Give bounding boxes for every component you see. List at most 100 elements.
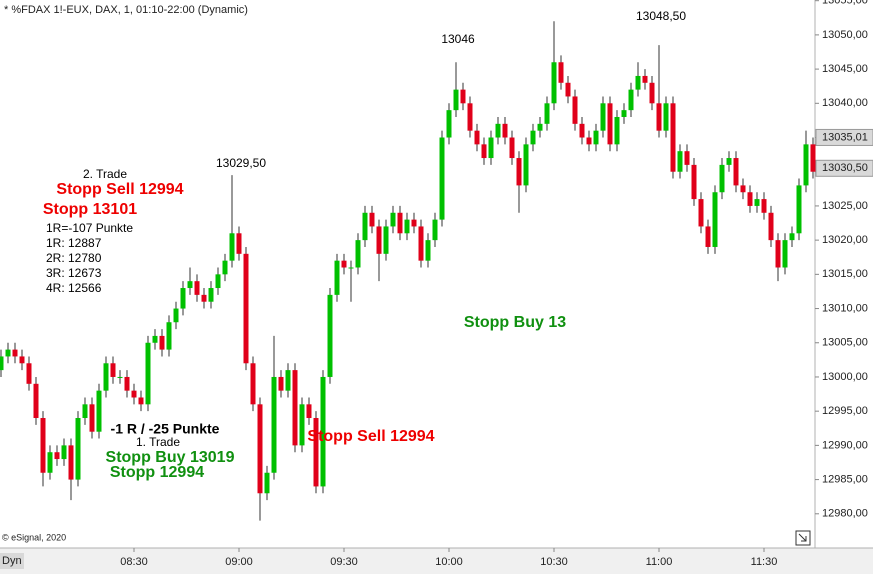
candle-body [166, 322, 172, 350]
candle-body [509, 137, 515, 159]
y-tick-label: 13040,00 [822, 97, 868, 109]
candle-body [208, 288, 214, 302]
candle-body [243, 253, 249, 364]
candle-body [530, 130, 536, 145]
annotation: 13048,50 [636, 9, 686, 23]
candle-body [75, 418, 81, 480]
candle-body [719, 164, 725, 193]
candle-body [432, 219, 438, 241]
annotation: Stopp 12994 [110, 464, 204, 481]
y-tick-label: 12980,00 [822, 508, 868, 520]
candle-body [229, 233, 235, 261]
candle-body [103, 363, 109, 391]
candle-body [306, 404, 312, 419]
candle-body [376, 226, 382, 254]
candle-body [257, 404, 263, 494]
candle-body [180, 288, 186, 309]
candle-body [82, 404, 88, 419]
candle-body [5, 349, 11, 357]
candle-body [579, 123, 585, 138]
candle-body [495, 123, 501, 138]
candle-body [712, 192, 718, 247]
y-tick-label: 13020,00 [822, 234, 868, 246]
candle-body [677, 151, 683, 172]
candle-body [320, 376, 326, 487]
x-tick-label: 09:30 [330, 556, 358, 568]
candle-body [460, 89, 466, 104]
y-tick-label: 12995,00 [822, 405, 868, 417]
x-tick-label: 10:00 [435, 556, 463, 568]
candle-body [390, 212, 396, 227]
y-tick-label: 13050,00 [822, 29, 868, 41]
mode-button[interactable] [0, 553, 24, 569]
y-tick-label: 13015,00 [822, 268, 868, 280]
candle-body [152, 335, 158, 343]
candle-body [733, 158, 739, 186]
candle-body [418, 226, 424, 261]
y-tick-label: 13025,00 [822, 200, 868, 212]
annotation: 4R: 12566 [46, 281, 102, 295]
candle-body [796, 185, 802, 234]
candle-body [810, 144, 816, 172]
annotation: 3R: 12673 [46, 266, 102, 280]
candle-body [607, 103, 613, 145]
candle-body [285, 370, 291, 391]
candle-body [726, 158, 732, 165]
candle-body [474, 130, 480, 145]
x-tick-label: 09:00 [225, 556, 253, 568]
annotation: -1 R / -25 Punkte [111, 421, 220, 437]
candle-body [586, 137, 592, 145]
annotation: 13029,50 [216, 156, 266, 170]
candle-body [89, 404, 95, 432]
candle-body [131, 390, 137, 398]
scroll-arrow [798, 533, 807, 542]
annotation: 13046 [441, 32, 475, 46]
candle-body [271, 376, 277, 473]
candle-body [348, 267, 354, 269]
x-tick-label: 08:30 [120, 556, 148, 568]
candle-body [516, 158, 522, 186]
price-marker [815, 159, 873, 177]
candle-body [705, 226, 711, 247]
candle-body [173, 308, 179, 323]
candle-body [593, 130, 599, 145]
candle-body [425, 240, 431, 261]
x-tick-label: 11:00 [646, 556, 673, 568]
candle-body [117, 376, 123, 378]
candle-body [537, 123, 543, 131]
candle-body [663, 103, 669, 131]
candle-body [26, 363, 32, 384]
price-marker-label: 13030,50 [822, 162, 868, 174]
candle-body [754, 199, 760, 206]
candle-body [383, 226, 389, 254]
candle-body [761, 199, 767, 213]
candle-body [124, 376, 130, 391]
x-tick-label: 10:30 [540, 556, 568, 568]
candle-body [698, 199, 704, 227]
y-tick-label: 13055,00 [822, 0, 868, 7]
candle-body [551, 62, 557, 104]
candle-body [215, 274, 221, 289]
candle-body [628, 89, 634, 111]
candle-body [691, 164, 697, 200]
candle-body [341, 260, 347, 268]
annotation: 1. Trade [136, 435, 180, 449]
candle-body [194, 281, 200, 295]
annotation: Stopp Sell 12994 [56, 181, 183, 198]
candle-body [649, 82, 655, 104]
annotation: Stopp 13101 [43, 201, 137, 218]
candle-body [369, 212, 375, 227]
mode-label[interactable]: Dyn [2, 555, 22, 567]
candle-body [523, 144, 529, 186]
y-tick-label: 13005,00 [822, 337, 868, 349]
candle-body [40, 418, 46, 473]
y-tick-label: 13045,00 [822, 63, 868, 75]
candle-body [236, 233, 242, 254]
candle-body [355, 240, 361, 268]
candle-body [250, 363, 256, 405]
candle-body [789, 233, 795, 241]
scroll-icon[interactable] [795, 530, 811, 546]
candle-body [642, 75, 648, 83]
y-tick-label: 12985,00 [822, 473, 868, 485]
